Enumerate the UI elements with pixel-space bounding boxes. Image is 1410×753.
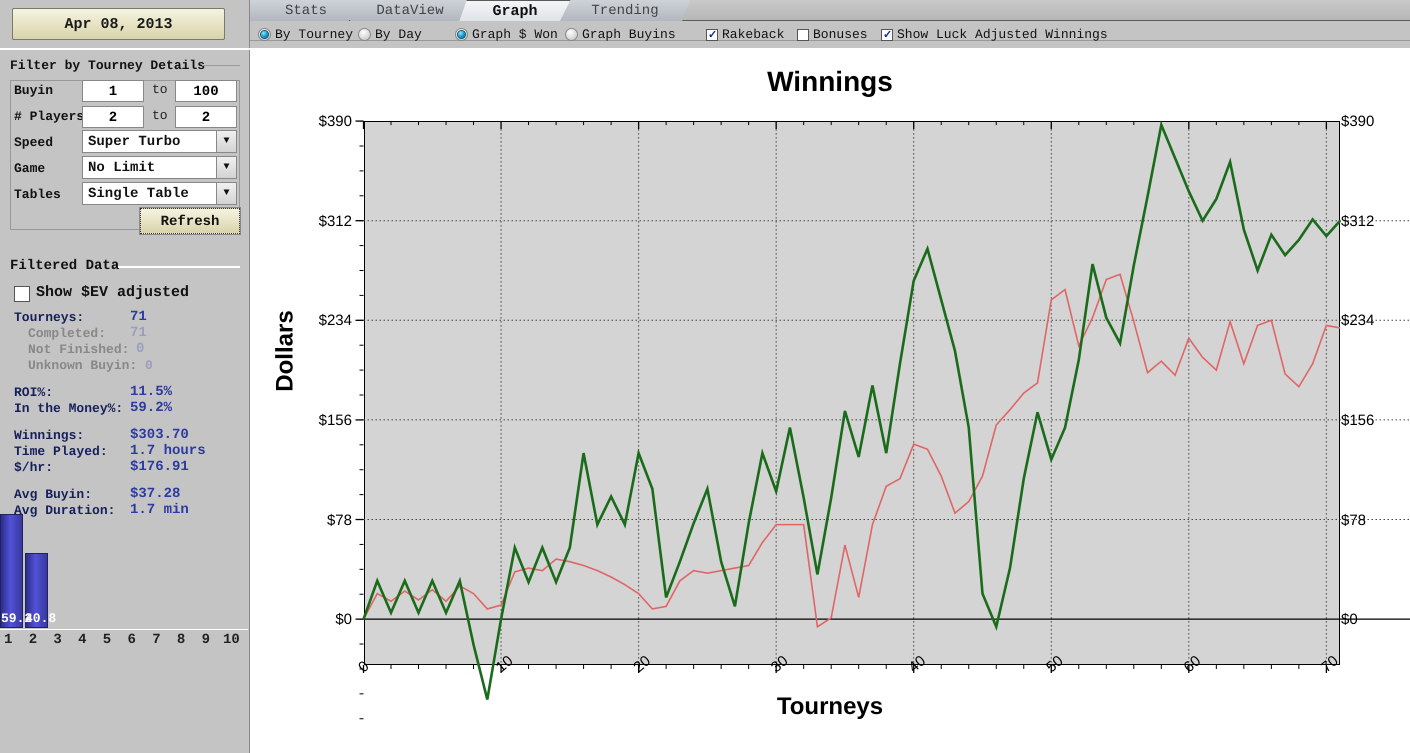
svg-text:0: 0 (355, 658, 372, 676)
svg-text:10: 10 (493, 652, 517, 676)
svg-text:20: 20 (630, 652, 654, 676)
svg-text:40: 40 (905, 652, 929, 676)
svg-text:50: 50 (1043, 652, 1067, 676)
svg-text:70: 70 (1318, 652, 1342, 676)
svg-text:30: 30 (768, 652, 792, 676)
svg-text:60: 60 (1180, 652, 1204, 676)
